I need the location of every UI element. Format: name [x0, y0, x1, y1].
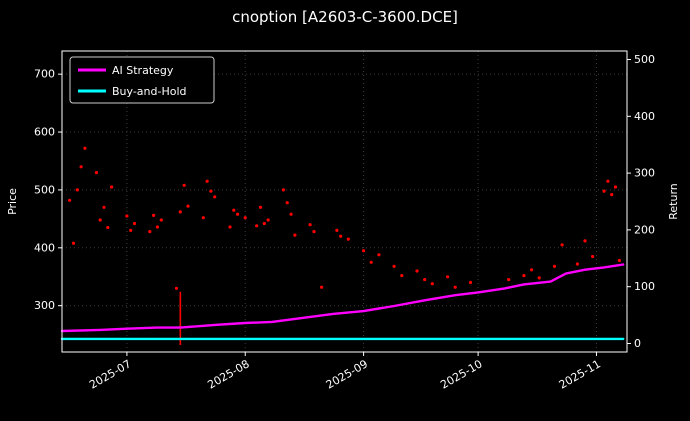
scatter-point — [415, 269, 419, 273]
scatter-point — [285, 201, 289, 205]
ai-strategy-line — [60, 263, 625, 333]
scatter-point — [243, 216, 247, 220]
scatter-point — [308, 223, 312, 227]
scatter-point — [346, 237, 350, 241]
legend: AI Strategy Buy-and-Hold — [69, 56, 215, 104]
scatter-point — [362, 249, 366, 253]
scatter-point — [392, 264, 396, 268]
right-tick-label: 300 — [634, 167, 655, 180]
scatter-point — [148, 230, 152, 234]
scatter-point — [423, 278, 427, 282]
right-tick-label: 100 — [634, 280, 655, 293]
scatter-point — [266, 218, 270, 222]
scatter-point — [152, 213, 156, 217]
scatter-point — [186, 204, 190, 208]
scatter-point — [232, 208, 236, 212]
scatter-point — [182, 183, 186, 187]
scatter-point — [335, 228, 339, 232]
scatter-point — [102, 205, 106, 209]
scatter-point — [178, 210, 182, 214]
left-axis-label: Price — [6, 188, 19, 215]
scatter-point — [377, 253, 381, 257]
scatter-point — [339, 234, 343, 238]
scatter-point — [174, 286, 179, 290]
scatter-point — [453, 285, 457, 289]
scatter-point — [255, 224, 259, 228]
scatter-point — [537, 276, 541, 280]
scatter-point — [281, 188, 285, 192]
scatter-point — [129, 228, 133, 232]
scatter-point — [613, 185, 618, 189]
scatter-point — [71, 241, 76, 245]
scatter-point — [430, 282, 434, 286]
scatter-point — [530, 268, 534, 272]
scatter-point — [125, 214, 129, 218]
scatter-point — [106, 225, 110, 230]
scatter-point — [201, 216, 205, 220]
scatter-point — [507, 278, 511, 282]
scatter-point — [75, 188, 79, 192]
scatter-point — [446, 275, 450, 279]
scatter-point — [110, 185, 114, 189]
x-tick-label: 2025-08 — [205, 357, 251, 391]
scatter-point — [400, 274, 404, 278]
right-tick-label: 200 — [634, 223, 655, 236]
scatter-point — [228, 225, 232, 229]
scatter-point — [262, 221, 266, 226]
scatter-point — [94, 171, 98, 175]
right-tick-label: 0 — [634, 337, 641, 350]
scatter-point — [83, 146, 87, 150]
scatter-point — [209, 189, 213, 193]
scatter-point — [98, 218, 102, 222]
scatter-point — [289, 212, 293, 216]
legend-label: Buy-and-Hold — [112, 85, 187, 98]
scatter-point — [258, 205, 263, 209]
plot-frame — [61, 50, 628, 353]
left-tick-label: 500 — [34, 183, 55, 196]
scatter-point — [132, 221, 137, 226]
scatter-point — [369, 260, 373, 264]
scatter-point — [213, 195, 217, 199]
left-tick-label: 700 — [34, 68, 55, 81]
left-tick-label: 600 — [34, 126, 55, 139]
scatter-point — [236, 212, 240, 216]
scatter-point — [606, 179, 610, 183]
scatter-point — [468, 280, 473, 285]
scatter-point — [205, 179, 209, 183]
x-tick-label: 2025-07 — [87, 357, 133, 391]
scatter-point — [610, 193, 614, 197]
legend-label: AI Strategy — [112, 64, 174, 77]
left-tick-label: 300 — [34, 299, 55, 312]
scatter-point — [522, 274, 526, 278]
scatter-point — [552, 264, 557, 268]
right-tick-label: 500 — [634, 53, 655, 66]
right-tick-label: 400 — [634, 110, 655, 123]
scatter-point — [312, 230, 316, 234]
scatter-point — [155, 225, 159, 229]
scatter-point — [68, 198, 72, 202]
right-axis-label: Return — [667, 183, 680, 220]
scatter-point — [293, 233, 297, 237]
left-tick-label: 400 — [34, 241, 55, 254]
scatter-point — [617, 258, 622, 263]
scatter-point — [159, 218, 163, 222]
scatter-point — [320, 285, 324, 289]
x-tick-label: 2025-11 — [557, 357, 603, 391]
scatter-point — [602, 189, 606, 193]
scatter-point — [79, 165, 83, 169]
chart-title: cnoption [A2603-C-3600.DCE] — [232, 8, 458, 26]
scatter-point — [583, 239, 587, 243]
scatter-point — [575, 262, 580, 266]
scatter-point — [591, 254, 595, 259]
scatter-point — [560, 243, 564, 247]
x-tick-label: 2025-09 — [324, 357, 370, 391]
x-tick-label: 2025-10 — [438, 357, 484, 391]
